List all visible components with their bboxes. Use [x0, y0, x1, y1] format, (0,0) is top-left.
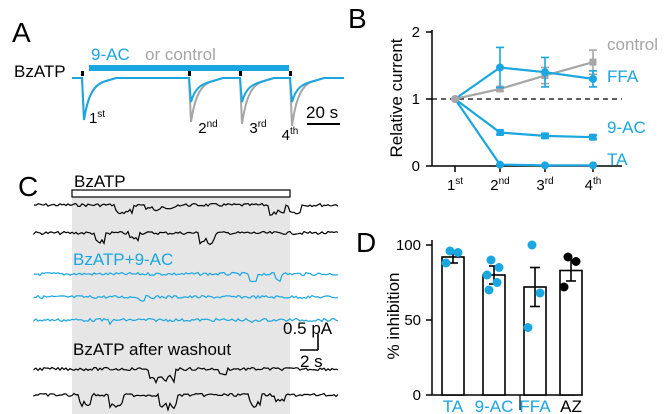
b-x-tick-label: 3rd: [536, 176, 553, 194]
data-point: [496, 160, 504, 169]
d-y-tick-label: 50: [404, 312, 421, 329]
data-point: [589, 74, 597, 83]
category-label: TA: [443, 397, 464, 414]
channel-sweep: [33, 202, 339, 216]
data-point: [445, 246, 455, 256]
channel-sweep: [33, 271, 339, 283]
drug-bar: [89, 65, 289, 71]
application-shading: [72, 195, 290, 414]
data-point: [563, 252, 573, 262]
d-y-tick-label: 0: [413, 387, 421, 404]
agonist-pulse-mark: [188, 71, 191, 76]
b-y-tick-label: 2: [412, 24, 420, 41]
panel-c: BzATP BzATP+9-AC BzATP after washout 0.5…: [33, 172, 339, 414]
data-point: [482, 270, 492, 280]
or-control-label: or control: [145, 45, 216, 64]
series-line-TA: [454, 98, 593, 167]
category-label: AZ: [560, 397, 582, 414]
d-y-axis-label: % inhibition: [384, 273, 403, 360]
agonist-pulse-mark: [81, 71, 84, 76]
data-point: [589, 133, 597, 141]
series-line-FFA: [454, 66, 594, 100]
data-point: [571, 257, 581, 266]
data-point: [453, 248, 463, 257]
series-label: control: [607, 35, 658, 54]
b-x-tick-label: 1st: [447, 176, 463, 194]
data-point: [541, 161, 549, 170]
panel-letter-d: D: [356, 227, 376, 258]
b-y-tick-label: 1: [412, 91, 420, 108]
time-scale-label: 20 s: [306, 103, 338, 122]
pulse-label: 2nd: [198, 119, 217, 137]
data-point: [441, 258, 451, 268]
data-point: [496, 129, 504, 136]
series-label: FFA: [607, 67, 639, 86]
b-x-tick-label: 4th: [585, 176, 602, 194]
series-label: TA: [607, 150, 628, 169]
panel-letter-b: B: [348, 3, 367, 34]
data-point: [496, 85, 504, 93]
series-label: 9-AC: [607, 118, 646, 137]
data-point: [451, 95, 459, 103]
washout-sweeps-label: BzATP after washout: [73, 340, 231, 359]
data-point: [541, 68, 549, 77]
category-label: 9-AC: [475, 397, 514, 414]
agonist-pulse-mark: [289, 71, 292, 76]
pulse-label: 3rd: [249, 119, 266, 137]
data-point: [589, 58, 597, 66]
series-line-9-AC: [454, 98, 594, 139]
channel-sweep: [33, 392, 339, 412]
data-point: [484, 285, 494, 295]
channel-sweep: [33, 366, 339, 385]
d-y-tick-label: 100: [396, 237, 421, 254]
panel-letter-a: A: [12, 17, 31, 48]
b-x-tick-label: 2nd: [490, 176, 509, 194]
data-point: [559, 282, 569, 292]
drug-label: 9-AC: [91, 45, 130, 64]
panel-a: BzATP 9-AC or control 1st 2nd 3rd 4th 20 s: [14, 45, 344, 144]
agonist-bar: [71, 189, 291, 198]
data-point: [527, 240, 537, 250]
panel-letter-c: C: [18, 171, 38, 202]
data-point: [589, 161, 597, 170]
data-point: [486, 255, 496, 265]
b-y-axis-label: Relative current: [387, 38, 406, 157]
agonist-bar-label: BzATP: [74, 172, 126, 191]
agonist-pulse-mark: [239, 71, 242, 76]
data-point: [535, 288, 545, 298]
channel-sweep: [33, 294, 339, 302]
bar: [441, 256, 465, 396]
data-point: [496, 63, 504, 72]
time-scale-label-c: 2 s: [300, 352, 323, 371]
data-point: [492, 278, 502, 287]
data-point: [541, 132, 549, 140]
b-y-tick-label: 0: [412, 158, 420, 175]
current-scale-label: 0.5 pA: [283, 319, 333, 338]
panel-d: % inhibition 0 50 100 TA 9-AC FFA AZ: [384, 237, 583, 414]
category-label: FFA: [519, 397, 551, 414]
channel-sweep: [33, 317, 339, 326]
panel-b: Relative current 0 1 2 1st 2nd 3rd 4th contro…: [387, 24, 658, 194]
series-line-control: [454, 61, 594, 101]
channel-sweep: [33, 230, 339, 246]
drug-trace: [72, 77, 344, 121]
pulse-label: 1st: [89, 109, 105, 127]
drug-sweeps-label: BzATP+9-AC: [73, 250, 173, 269]
pulse-label: 4th: [282, 126, 299, 144]
data-point: [494, 263, 504, 272]
data-point: [523, 323, 533, 332]
agonist-label: BzATP: [14, 62, 66, 81]
